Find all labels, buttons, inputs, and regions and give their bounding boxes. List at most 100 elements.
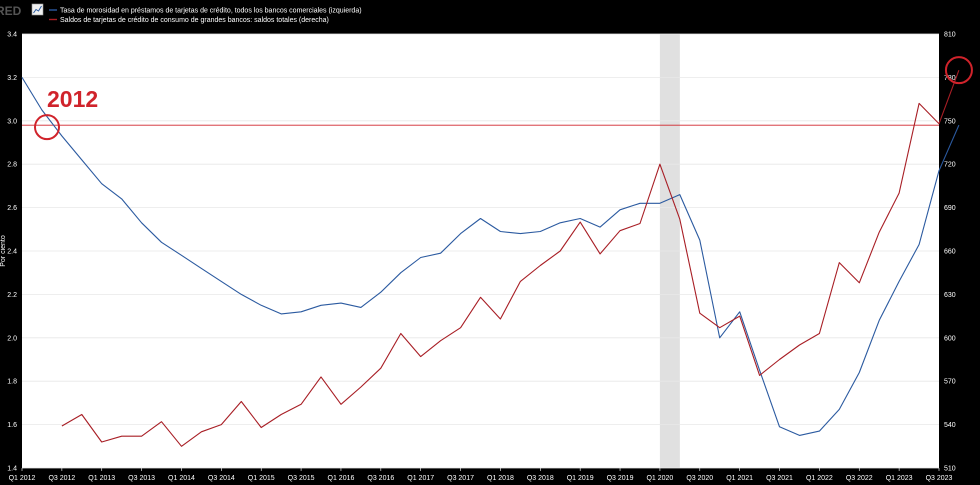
annotation-circle-latest: [944, 56, 973, 85]
right-series-point: [958, 69, 961, 72]
left-series-point: [100, 182, 103, 185]
right-axis-series-line: [61, 70, 960, 447]
right-series-point: [798, 344, 801, 347]
left-tick-label: 3.0: [7, 118, 17, 125]
right-series-point: [878, 231, 881, 234]
right-tick-label: 540: [944, 422, 956, 429]
x-tick-label: Q1 2021: [726, 475, 753, 482]
right-series-point: [718, 326, 721, 329]
right-series-point: [379, 367, 382, 370]
right-series-point: [439, 339, 442, 342]
x-tick-label: Q3 2022: [846, 475, 873, 482]
right-series-point: [280, 413, 283, 416]
right-series-point: [300, 403, 303, 406]
left-series-point: [479, 217, 482, 220]
left-series-point: [240, 293, 243, 296]
left-series-point: [579, 217, 582, 220]
left-series-point: [80, 158, 83, 161]
left-series-point: [41, 109, 44, 112]
left-tick-label: 2.2: [7, 292, 17, 299]
chart-icon: [31, 3, 44, 16]
right-series-point: [260, 426, 263, 429]
chart-icon-line: [33, 5, 42, 14]
right-series-point: [200, 430, 203, 433]
x-tick-label: Q3 2017: [447, 475, 474, 482]
left-series-point: [160, 241, 163, 244]
right-series-point: [419, 355, 422, 358]
annotation-circle-2012: [34, 114, 60, 141]
right-series-point: [220, 423, 223, 426]
right-tick-label: 510: [944, 466, 956, 473]
x-tick-label: Q1 2012: [9, 475, 36, 482]
right-series-point: [240, 400, 243, 403]
right-tick-label: 630: [944, 292, 956, 299]
left-series-point: [818, 430, 821, 433]
right-tick-label: 570: [944, 379, 956, 386]
x-tick-label: Q3 2015: [288, 475, 315, 482]
left-tick-label: 2.8: [7, 162, 17, 169]
right-tick-label: 810: [944, 32, 956, 39]
right-series-point: [758, 374, 761, 377]
left-series-point: [300, 310, 303, 313]
x-tick-label: Q3 2019: [607, 475, 634, 482]
left-series-point: [419, 256, 422, 259]
left-tick-label: 3.4: [7, 32, 17, 39]
left-series-point: [499, 230, 502, 233]
right-series-point: [80, 413, 83, 416]
left-series-point: [180, 254, 183, 257]
x-tick-label: Q3 2014: [208, 475, 235, 482]
right-series-point: [120, 435, 123, 438]
left-series-point: [778, 425, 781, 428]
logo: RED: [0, 3, 44, 18]
left-series-point: [519, 232, 522, 235]
right-series-point: [858, 281, 861, 284]
left-series-point: [559, 221, 562, 224]
right-series-point: [619, 229, 622, 232]
x-tick-label: Q1 2022: [806, 475, 833, 482]
left-series-point: [599, 226, 602, 229]
right-series-point: [140, 435, 143, 438]
left-series-point: [439, 252, 442, 255]
left-series-point: [320, 304, 323, 307]
x-tick-label: Q3 2016: [367, 475, 394, 482]
left-series-point: [918, 243, 921, 246]
left-tick-label: 2.0: [7, 335, 17, 342]
left-series-point: [639, 202, 642, 205]
left-series-point: [220, 280, 223, 283]
right-series-point: [320, 375, 323, 378]
legend-label-right-series: Saldos de tarjetas de crédito de consumo…: [60, 17, 329, 24]
x-tick-label: Q1 2020: [646, 475, 673, 482]
right-tick-label: 660: [944, 249, 956, 256]
right-series-point: [579, 221, 582, 224]
left-series-point: [379, 291, 382, 294]
left-series-point: [619, 208, 622, 211]
right-series-point: [698, 312, 701, 315]
x-tick-label: Q1 2016: [328, 475, 355, 482]
x-tick-label: Q1 2015: [248, 475, 275, 482]
left-series-point: [878, 319, 881, 322]
left-series-point: [340, 302, 343, 305]
right-series-point: [499, 318, 502, 321]
x-tick-label: Q1 2019: [567, 475, 594, 482]
left-series-point: [698, 239, 701, 242]
left-series-point: [260, 304, 263, 307]
right-series-point: [659, 163, 662, 166]
left-series-point: [459, 232, 462, 235]
right-series-point: [898, 192, 901, 195]
series-lines: [21, 69, 961, 447]
right-tick-label: 750: [944, 118, 956, 125]
left-series-point: [359, 306, 362, 309]
x-tick-label: Q1 2018: [487, 475, 514, 482]
right-series-point: [918, 102, 921, 105]
right-series-point: [539, 264, 542, 267]
left-axis-series-line: [21, 77, 960, 436]
left-tick-label: 3.2: [7, 75, 17, 82]
left-axis-ticks: 1.4 1.6 1.8 2.0 2.2 2.4 2.6 2.8 3.0 3.2 3.4: [7, 32, 17, 473]
x-axis-ticks: Q1 2012 Q3 2012 Q1 2013 Q3 2013 Q1 2014 Q3 20…: [9, 468, 953, 482]
right-series-point: [639, 222, 642, 225]
x-tick-label: Q3 2018: [527, 475, 554, 482]
x-tick-label: Q1 2023: [886, 475, 913, 482]
legend-label-left-series: Tasa de morosidad en préstamos de tarjet…: [60, 8, 362, 15]
x-tick-label: Q3 2020: [686, 475, 713, 482]
